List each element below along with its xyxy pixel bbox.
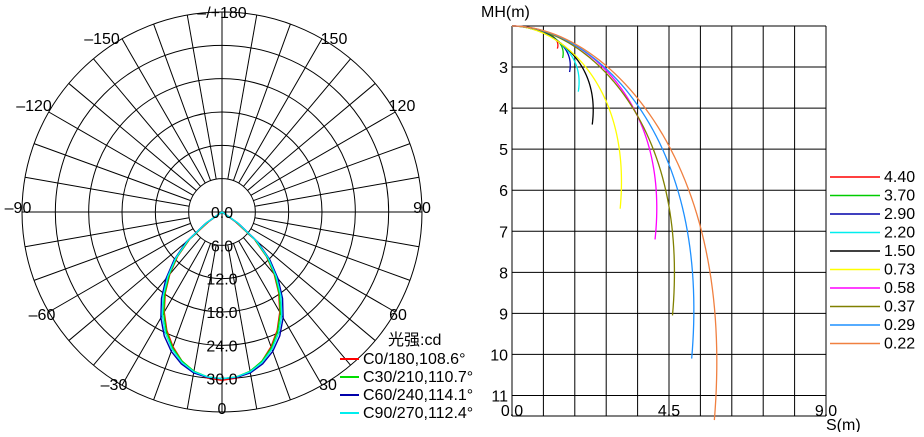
radial-tick-label: 6.0 — [211, 238, 233, 255]
polar-spoke — [227, 244, 258, 410]
x-tick-label: 9.0 — [815, 403, 837, 420]
x-tick-label: 0.0 — [501, 403, 523, 420]
contour-legend-label: 0.58 — [884, 280, 915, 297]
y-tick-label: 3 — [499, 60, 508, 77]
contour-ticks: 3 4 5 6 7 8 9 10 110.0 4.5 9.0 — [490, 60, 837, 420]
angle-label: –120 — [16, 98, 52, 115]
polar-spoke — [254, 217, 420, 248]
polar-series-3 — [161, 211, 283, 380]
contour-level-4 — [511, 25, 594, 125]
polar-series — [160, 211, 284, 382]
polar-spoke — [253, 143, 411, 202]
y-axis-label: MH(m) — [481, 4, 530, 21]
polar-spoke — [93, 58, 201, 187]
y-tick-label: 8 — [499, 265, 508, 282]
polar-spoke — [243, 237, 351, 366]
polar-legend-label: C0/180,108.6° — [363, 351, 465, 368]
polar-grid — [21, 11, 423, 413]
polar-spoke — [247, 83, 376, 191]
polar-spoke — [121, 38, 206, 184]
angle-label: 150 — [321, 31, 348, 48]
polar-spoke — [247, 233, 376, 341]
radial-tick-label: 0.0 — [211, 205, 233, 222]
polar-spoke — [93, 237, 201, 366]
contour-level-6 — [511, 25, 658, 240]
polar-legend-label: C90/270,112.4° — [363, 405, 473, 422]
contour-legend-label: 0.22 — [884, 336, 915, 353]
contour-legend: 4.40 3.702.90 2.201.50 0.730.58 0.370.29 0.22 — [830, 169, 915, 353]
angle-label: 90 — [413, 200, 431, 217]
radial-tick-label: 18.0 — [206, 305, 237, 322]
contour-level-7 — [511, 25, 676, 316]
y-tick-label: 10 — [490, 347, 508, 364]
angle-label: 60 — [389, 307, 407, 324]
contour-legend-label: 3.70 — [884, 188, 915, 205]
angle-label: 0 — [218, 401, 227, 418]
polar-spoke — [243, 58, 351, 187]
x-axis-label: S(m) — [826, 417, 861, 432]
polar-spoke — [254, 176, 420, 207]
polar-spoke — [33, 143, 191, 202]
y-tick-label: 11 — [491, 389, 508, 406]
polar-spoke — [250, 228, 396, 313]
contour-legend-label: 0.73 — [884, 262, 915, 279]
contour-level-9 — [511, 25, 718, 421]
angle-label: –150 — [84, 31, 120, 48]
polar-spoke — [186, 244, 217, 410]
contour-chart: 3 4 5 6 7 8 9 10 110.0 4.5 9.0 MH(m) S(m) 4.40 3.70… — [481, 4, 915, 434]
polar-spoke — [33, 222, 191, 281]
contour-legend-label: 4.40 — [884, 169, 915, 186]
polar-spoke — [153, 243, 212, 401]
polar-spoke — [153, 23, 212, 181]
polar-spoke — [232, 23, 291, 181]
polar-spoke — [24, 176, 190, 207]
polar-spoke — [186, 14, 217, 180]
y-tick-label: 6 — [499, 183, 508, 200]
polar-spoke — [227, 14, 258, 180]
y-tick-label: 7 — [499, 224, 508, 241]
y-tick-label: 9 — [499, 306, 508, 323]
contour-legend-label: 0.29 — [884, 317, 915, 334]
radial-tick-label: 24.0 — [206, 338, 237, 355]
contour-curves — [511, 25, 718, 421]
polar-chart: –/+180 150 –150 120 –120 90 –90 60 –60 30 –30 0 0.0… — [5, 5, 474, 422]
polar-spoke — [68, 233, 197, 341]
polar-spoke — [48, 228, 194, 313]
angle-label: 120 — [389, 98, 416, 115]
angle-label: –/+180 — [197, 5, 246, 22]
angle-label: 30 — [319, 377, 337, 394]
angle-label: –30 — [101, 377, 128, 394]
y-tick-label: 5 — [499, 142, 508, 159]
polar-legend-label: C30/210,110.7° — [363, 369, 473, 386]
polar-spoke — [48, 111, 194, 196]
polar-spoke — [24, 217, 190, 248]
polar-spoke — [250, 111, 396, 196]
contour-level-5 — [511, 25, 623, 209]
polar-legend-label: C60/240,114.1° — [363, 387, 473, 404]
polar-spoke — [253, 222, 411, 281]
polar-radial-labels: 0.0 6.0 12.0 18.0 24.0 30.0 — [206, 205, 237, 389]
angle-label: –90 — [5, 200, 32, 217]
y-tick-label: 4 — [499, 101, 508, 118]
polar-spoke — [238, 38, 323, 184]
polar-spoke — [68, 83, 197, 191]
polar-spoke — [232, 243, 291, 401]
contour-legend-label: 2.20 — [884, 225, 915, 242]
contour-legend-label: 2.90 — [884, 206, 915, 223]
polar-legend: C0/180,108.6°C30/210,110.7°C60/240,114.1… — [340, 351, 473, 422]
polar-angle-labels: –/+180 150 –150 120 –120 90 –90 60 –60 30 –30 0 — [5, 5, 431, 418]
x-tick-label: 4.5 — [658, 403, 680, 420]
contour-grid — [511, 25, 827, 417]
contour-legend-label: 1.50 — [884, 243, 915, 260]
radial-tick-label: 30.0 — [206, 372, 237, 389]
radial-tick-label: 12.0 — [206, 272, 237, 289]
contour-legend-label: 0.37 — [884, 299, 915, 316]
angle-label: –60 — [29, 307, 56, 324]
intensity-unit-label: 光强:cd — [388, 331, 441, 349]
